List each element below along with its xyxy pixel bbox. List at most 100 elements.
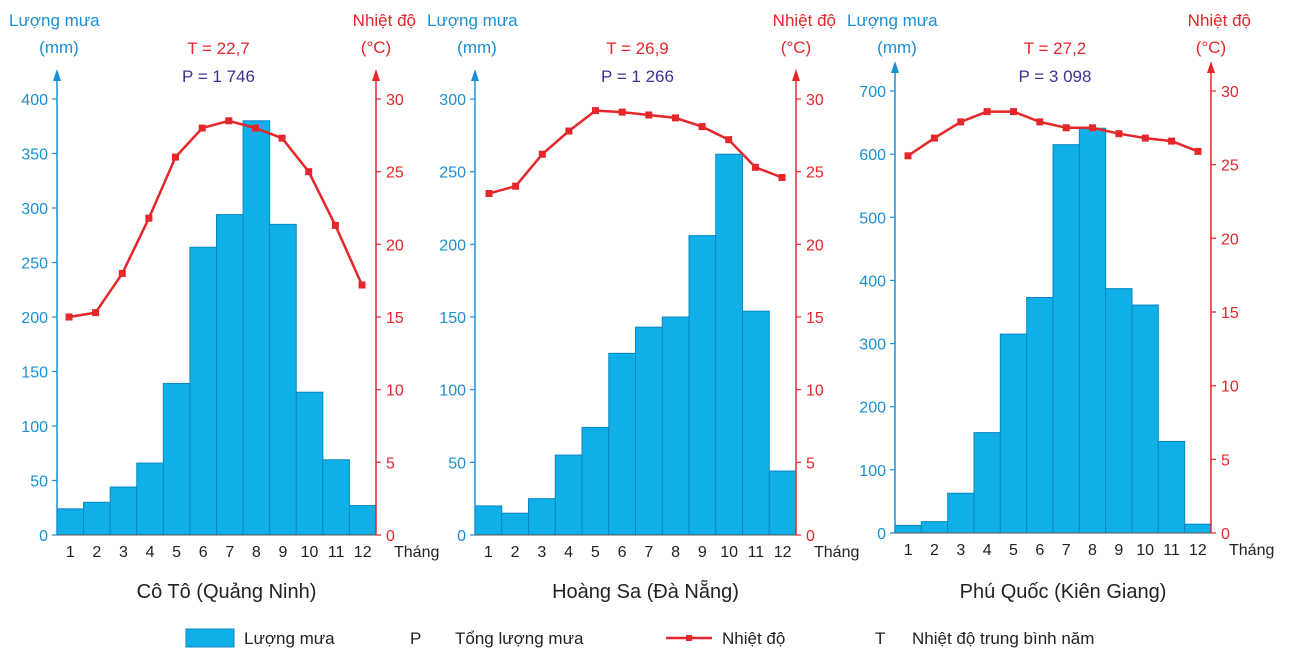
temp-axis-arrow: [372, 69, 380, 81]
rain-bar: [56, 508, 85, 536]
temp-tick-label: 10: [806, 383, 824, 400]
temp-tick-label: 5: [1221, 452, 1230, 469]
rain-bar: [554, 454, 583, 536]
rain-axis-unit: (mm): [457, 38, 497, 57]
month-label: 8: [671, 544, 680, 561]
rain-bar: [474, 505, 503, 536]
temp-tick-label: 20: [386, 237, 404, 254]
temp-line: [907, 110, 1199, 157]
temp-point: [198, 124, 206, 132]
station-title: Cô Tô (Quảng Ninh): [137, 581, 317, 603]
temp-point: [672, 114, 679, 122]
temp-point: [92, 309, 100, 317]
temp-point: [65, 313, 73, 321]
rain-bar: [768, 470, 797, 536]
temp-tick-label: 30: [1221, 84, 1239, 101]
temp-axis-arrow: [792, 69, 800, 81]
temp-point: [592, 107, 599, 115]
temp-point: [145, 214, 153, 222]
rain-axis-arrow: [891, 61, 899, 73]
temp-point: [278, 134, 286, 142]
month-label: 7: [644, 544, 653, 561]
rain-bar: [661, 316, 690, 536]
month-axis-title: Tháng: [394, 544, 439, 561]
annotation-p: P = 1 266: [601, 67, 674, 86]
temp-axis-unit: (°C): [781, 38, 811, 57]
month-label: 1: [66, 544, 75, 561]
month-label: 12: [354, 544, 372, 561]
month-label: 10: [1136, 542, 1154, 559]
temp-tick-label: 0: [806, 528, 815, 545]
month-label: 6: [1035, 542, 1044, 559]
rain-tick-label: 300: [21, 201, 48, 218]
month-label: 3: [119, 544, 128, 561]
temp-point: [565, 127, 573, 135]
temp-point: [1194, 147, 1202, 155]
month-label: 2: [930, 542, 939, 559]
temp-point: [778, 174, 786, 181]
temp-point: [358, 281, 366, 289]
temp-tick-label: 20: [1221, 231, 1239, 248]
rain-bar: [1052, 144, 1080, 534]
temp-tick-label: 25: [386, 165, 404, 182]
rain-bar: [894, 524, 922, 534]
rain-tick-label: 0: [457, 528, 466, 545]
annotation-t: T = 27,2: [1024, 39, 1087, 58]
temp-tick-label: 25: [1221, 158, 1239, 175]
month-label: 2: [511, 544, 520, 561]
rain-bar: [528, 498, 556, 536]
temp-point: [1036, 118, 1044, 126]
month-label: 5: [172, 544, 181, 561]
rain-bar: [189, 246, 217, 536]
temp-point: [983, 108, 991, 116]
rain-axis-unit: (mm): [39, 38, 79, 57]
legend-temp-marker: [686, 635, 692, 641]
rain-tick-label: 0: [877, 526, 886, 543]
month-label: 6: [618, 544, 627, 561]
month-label: 11: [328, 544, 345, 561]
rain-tick-label: 150: [21, 365, 48, 382]
temp-line: [488, 109, 783, 195]
temp-tick-label: 0: [1221, 526, 1230, 543]
temp-line: [68, 119, 364, 319]
rain-tick-label: 100: [859, 463, 886, 480]
temp-point: [1115, 130, 1123, 138]
temp-point: [1010, 108, 1017, 116]
rain-bar: [999, 333, 1028, 534]
rain-bar: [109, 486, 138, 536]
temp-axis-unit: (°C): [361, 38, 391, 57]
temp-point: [1141, 134, 1149, 142]
temp-tick-label: 30: [386, 92, 404, 109]
rain-axis-unit: (mm): [877, 38, 917, 57]
rain-bar: [1026, 296, 1054, 534]
station-title: Hoàng Sa (Đà Nẵng): [552, 580, 739, 603]
month-label: 7: [225, 544, 234, 561]
rain-tick-label: 500: [859, 210, 886, 227]
rain-bar: [269, 223, 297, 536]
rain-bar: [83, 501, 111, 536]
month-axis-title: Tháng: [1229, 542, 1274, 559]
annotation-t: T = 26,9: [606, 39, 669, 58]
temp-tick-label: 5: [806, 455, 815, 472]
rain-bar: [947, 492, 975, 534]
station-title: Phú Quốc (Kiên Giang): [960, 581, 1167, 603]
rain-bar: [1131, 304, 1159, 534]
legend-t-symbol: T: [875, 629, 885, 648]
rain-tick-label: 100: [439, 383, 466, 400]
temp-axis-title: Nhiệt độ: [773, 11, 836, 30]
month-axis-title: Tháng: [814, 544, 859, 561]
month-label: 12: [774, 544, 792, 561]
temp-tick-label: 20: [806, 237, 824, 254]
temp-axis-arrow: [1207, 61, 1215, 73]
rain-tick-label: 0: [39, 528, 48, 545]
legend: Lượng mưa P Tổng lượng mưa Nhiệt độ T Nh…: [185, 628, 1094, 648]
temp-point: [698, 123, 706, 131]
temp-tick-label: 0: [386, 528, 395, 545]
legend-p-label: Tổng lượng mưa: [455, 629, 584, 648]
temp-point: [725, 136, 733, 144]
legend-rain-swatch: [185, 628, 235, 648]
rain-tick-label: 250: [21, 256, 48, 273]
temp-point: [751, 163, 759, 171]
